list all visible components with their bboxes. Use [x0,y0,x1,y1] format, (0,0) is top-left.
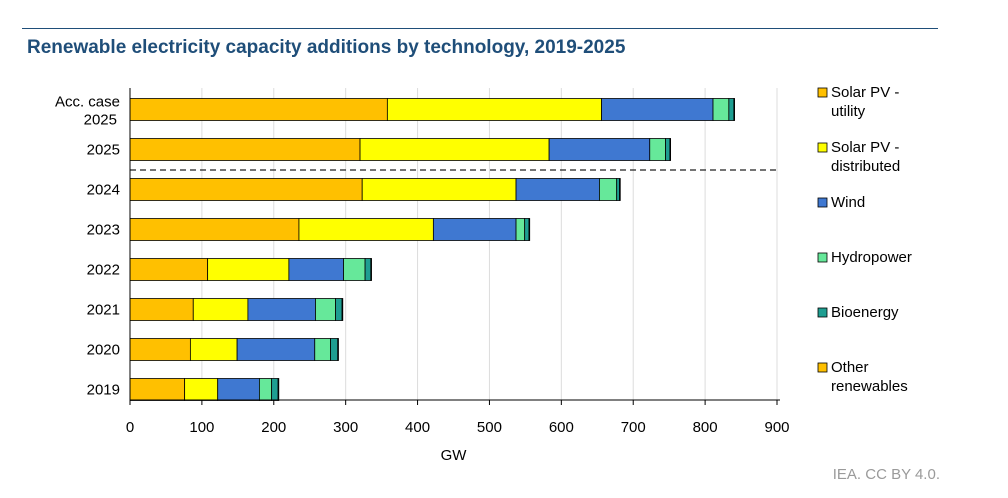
legend-label-solar-pv-distributed: Solar PV -distributed [831,139,900,175]
x-tick-label: 500 [477,419,502,436]
bar-2024-hydropower [599,178,618,201]
legend-swatch-bioenergy [817,307,828,318]
legend-label-hydropower: Hydropower [831,249,912,266]
legend-label-wind: Wind [831,194,865,211]
bar-2020-hydropower [314,338,331,361]
bar-2024-bioenergy [616,178,620,201]
bar-2019-hydropower [258,378,273,401]
bar-2023-other-renewables [528,218,531,241]
x-tick-label: 400 [405,419,430,436]
bar-2023-wind [432,218,517,241]
bar-2022-hydropower [343,258,366,281]
bars [129,98,780,401]
legend-swatch-other-renewables [817,362,828,373]
legend-swatch-solar-pv-distributed [817,142,828,153]
legend-label-bioenergy: Bioenergy [831,304,899,321]
bar-2019-other-renewables [277,378,280,401]
bar-2022-wind [288,258,344,281]
x-tick-label: 0 [126,419,134,436]
bar-2023-solar-pv-distributed [298,218,434,241]
bar-2023-bioenergy [524,218,530,241]
bar-2021-bioenergy [335,298,343,321]
bar-2025-hydropower [649,138,666,161]
bar-2025-other-renewables [669,138,672,161]
category-label: Acc. case [55,94,120,111]
x-tick-label: 800 [693,419,718,436]
category-label: 2024 [87,182,120,199]
bar-acc-case-2025-wind [601,98,714,121]
bar-2022-solar-pv-utility [129,258,209,281]
x-tick-label: 600 [549,419,574,436]
category-label: 2023 [87,222,120,239]
legend-swatch-wind [817,197,828,208]
bar-2020-wind [236,338,316,361]
source-credit: IEA. CC BY 4.0. [832,466,940,483]
bar-2024-other-renewables [619,178,621,201]
bar-2020-other-renewables [337,338,339,361]
bar-acc-case-2025-solar-pv-utility [129,98,388,121]
legend-label-other-renewables: Other renewables [831,359,908,395]
bar-2024-solar-pv-utility [129,178,363,201]
legend-swatch-hydropower [817,252,828,263]
bar-2021-hydropower [315,298,337,321]
legend: Solar PV -utility Solar PV -distributed Wi… [817,84,912,395]
x-tick-label: 900 [764,419,789,436]
category-label: 2022 [87,262,120,279]
category-label-year: 2025 [84,112,117,129]
bar-2022-solar-pv-distributed [207,258,290,281]
category-label: 2020 [87,342,120,359]
bar-2020-solar-pv-utility [129,338,191,361]
bar-2023-hydropower [515,218,526,241]
bar-2020-bioenergy [330,338,339,361]
bar-2019-solar-pv-utility [129,378,186,401]
bar-2021-other-renewables [341,298,344,321]
x-tick-label: 200 [261,419,286,436]
bar-2025-solar-pv-distributed [359,138,550,161]
x-axis-title: GW [441,447,468,464]
legend-label-solar-pv-utility: Solar PV -utility [831,84,899,120]
legend-swatch-solar-pv-utility [817,87,828,98]
bar-2019-bioenergy [271,378,279,401]
bar-2024-solar-pv-distributed [361,178,517,201]
bar-2024-wind [515,178,600,201]
top-rule [22,28,938,29]
bar-2021-solar-pv-utility [129,298,194,321]
bar-2019-wind [217,378,260,401]
x-tick-label: 100 [189,419,214,436]
bar-2022-other-renewables [370,258,372,281]
x-tick-label: 300 [333,419,358,436]
bar-acc-case-2025-solar-pv-distributed [386,98,602,121]
bar-2025-solar-pv-utility [129,138,361,161]
category-label: 2025 [87,142,120,159]
bar-2022-bioenergy [364,258,372,281]
bar-2020-solar-pv-distributed [189,338,238,361]
bar-2021-wind [247,298,316,321]
bar-2021-solar-pv-distributed [192,298,249,321]
bar-2025-bioenergy [665,138,671,161]
category-label: 2019 [87,382,120,399]
bar-acc-case-2025-bioenergy [728,98,735,121]
bar-acc-case-2025-other-renewables [733,98,735,121]
axes: Acc. case2025202520242023202220212020201… [55,88,790,464]
x-tick-label: 700 [621,419,646,436]
bar-2023-solar-pv-utility [129,218,300,241]
bar-2025-wind [548,138,651,161]
category-label: 2021 [87,302,120,319]
bar-acc-case-2025-hydropower [712,98,730,121]
bar-2019-solar-pv-distributed [184,378,219,401]
chart-title: Renewable electricity capacity additions… [27,37,626,58]
